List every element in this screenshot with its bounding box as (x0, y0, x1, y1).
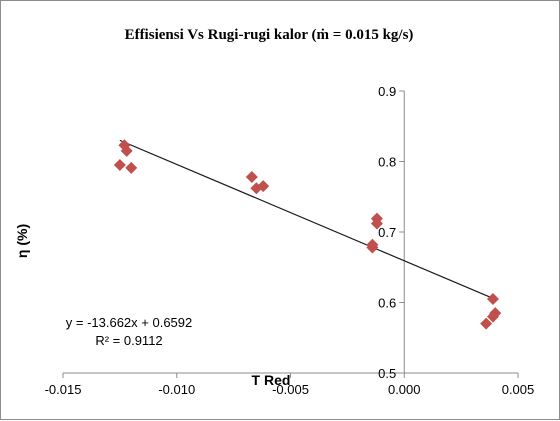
data-point (366, 241, 379, 254)
y-tick-label: 0.9 (378, 84, 396, 99)
data-point (370, 217, 383, 230)
chart-title: Effisiensi Vs Rugi-rugi kalor (ṁ = 0.015… (125, 27, 414, 43)
data-point (480, 317, 493, 330)
trendline-group (119, 139, 496, 300)
data-point (257, 180, 270, 193)
trendline-r-squared: R² = 0.9112 (95, 333, 162, 348)
trendline-equation: y = -13.662x + 0.6592 (66, 315, 192, 330)
trendline (119, 139, 496, 300)
axes (62, 90, 519, 378)
data-point (489, 307, 502, 320)
x-tick-label: 0.000 (388, 382, 421, 397)
data-points (113, 139, 502, 330)
data-point (120, 144, 133, 157)
x-tick-label: -0.005 (272, 382, 309, 397)
data-point (486, 292, 499, 305)
data-point (245, 171, 258, 184)
x-tick-label: -0.010 (158, 382, 195, 397)
tick-labels: -0.015 -0.010 -0.005 0.000 0.005 0.5 0.6 0.7 0.8… (45, 84, 535, 397)
y-tick-label: 0.8 (378, 155, 396, 170)
y-tick-label: 0.5 (378, 366, 396, 381)
x-tick-label: -0.015 (45, 382, 82, 397)
data-point (113, 159, 126, 172)
data-point (125, 161, 138, 174)
y-axis-label: η (%) (14, 224, 30, 258)
y-tick-label: 0.7 (378, 225, 396, 240)
y-tick-label: 0.6 (378, 296, 396, 311)
x-axis-label: T Red (252, 372, 291, 388)
x-tick-label: 0.005 (502, 382, 535, 397)
